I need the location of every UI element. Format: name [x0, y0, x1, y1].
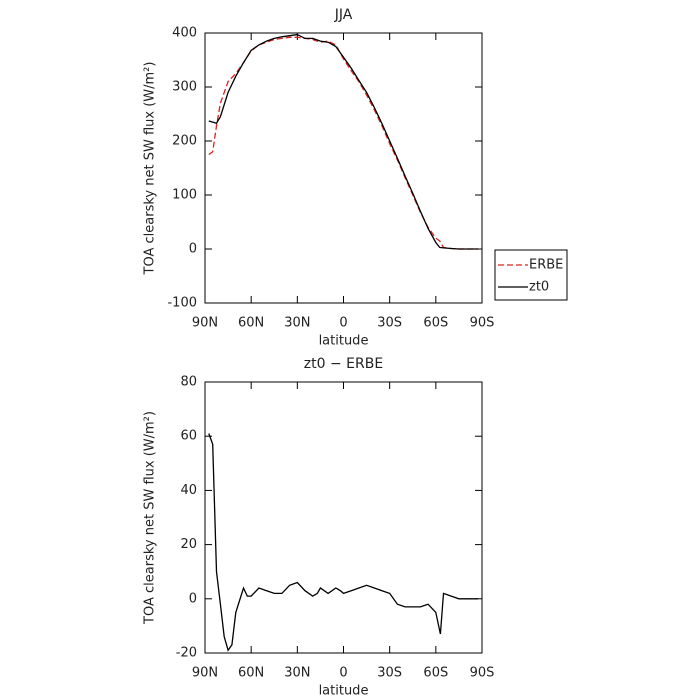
chart-title: JJA: [334, 7, 353, 23]
x-axis-label: latitude: [319, 684, 369, 699]
x-tick-label: 60S: [423, 316, 448, 331]
y-tick-label: 60: [180, 429, 197, 444]
x-tick-label: 60S: [423, 666, 448, 681]
x-axis-label: latitude: [319, 334, 369, 349]
x-tick-label: 30N: [284, 316, 310, 331]
y-axis-label: TOA clearsky net SW flux (W/m²): [143, 62, 158, 276]
x-tick-label: 60N: [238, 316, 264, 331]
legend-box: [494, 249, 568, 301]
y-axis-label: TOA clearsky net SW flux (W/m²): [143, 411, 158, 625]
series-line: [208, 433, 479, 652]
x-tick-label: 30N: [284, 666, 310, 681]
series-line: [208, 36, 479, 250]
x-tick-label: 0: [339, 666, 347, 681]
y-tick-label: 0: [189, 591, 197, 606]
legend-label: zt0: [529, 280, 549, 295]
x-tick-label: 30S: [377, 666, 402, 681]
x-tick-label: 90S: [470, 316, 495, 331]
x-tick-label: 90N: [192, 316, 218, 331]
plot-frame: [204, 381, 483, 654]
x-tick-label: 90N: [192, 666, 218, 681]
y-tick-label: 100: [172, 188, 197, 203]
y-tick-label: 300: [172, 80, 197, 95]
legend-label: ERBE: [529, 258, 563, 273]
y-tick-label: -100: [167, 296, 197, 311]
y-tick-label: 0: [189, 242, 197, 257]
x-tick-label: 90S: [470, 666, 495, 681]
chart-title: zt0 − ERBE: [304, 356, 383, 372]
y-tick-label: 80: [180, 375, 197, 390]
y-tick-label: 200: [172, 134, 197, 149]
series-line: [208, 33, 479, 250]
x-tick-label: 0: [339, 316, 347, 331]
y-tick-label: -20: [176, 646, 197, 661]
y-tick-label: 400: [172, 26, 197, 41]
x-tick-label: 60N: [238, 666, 264, 681]
y-tick-label: 40: [180, 483, 197, 498]
plot-frame: [204, 32, 483, 304]
x-tick-label: 30S: [377, 316, 402, 331]
y-tick-label: 20: [180, 537, 197, 552]
